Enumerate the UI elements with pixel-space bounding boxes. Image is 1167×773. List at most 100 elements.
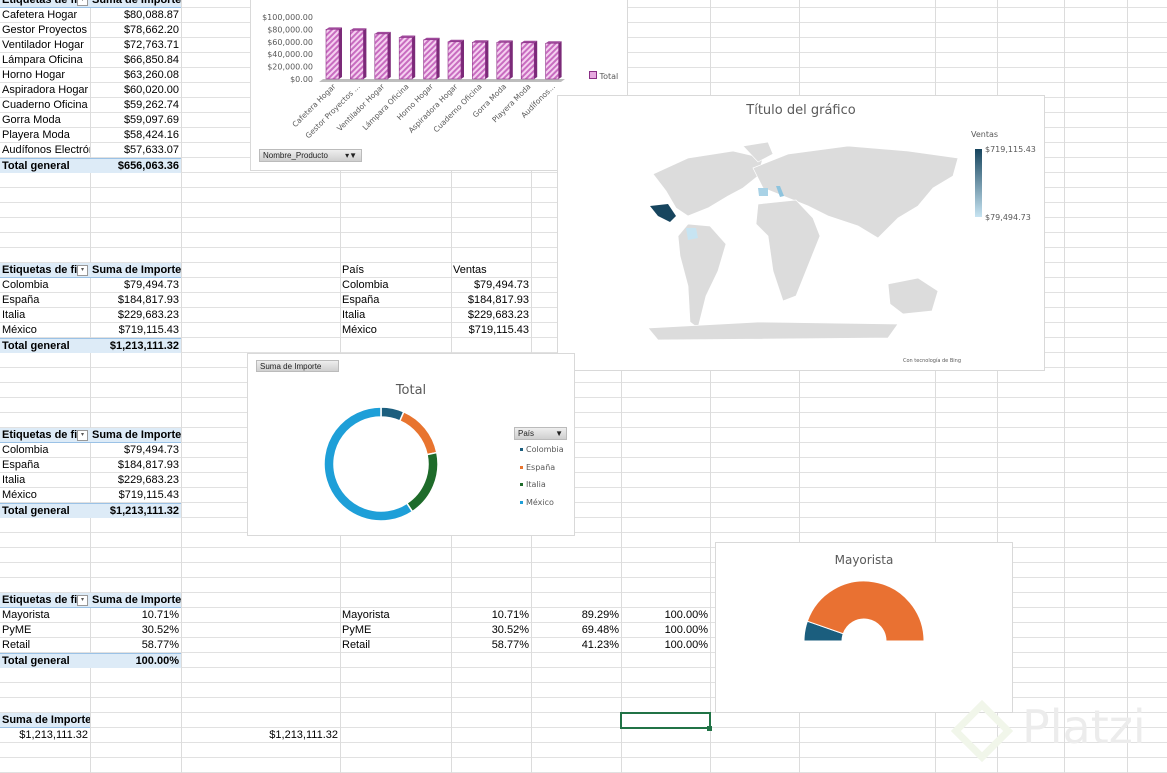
country-table-header[interactable]: Ventas xyxy=(453,264,487,276)
pivot-header-values[interactable]: Suma de Importe xyxy=(90,0,181,8)
segment-pct[interactable]: 58.77% xyxy=(491,639,529,651)
selected-cell[interactable] xyxy=(620,712,711,729)
pivot-row-value[interactable]: $719,115.43 xyxy=(118,324,179,336)
pivot-row-value[interactable]: $63,260.08 xyxy=(123,69,179,81)
pivot-row-label[interactable]: Mayorista xyxy=(2,609,50,621)
pivot-row-value[interactable]: $184,817.93 xyxy=(117,459,179,471)
country-ventas[interactable]: $229,683.23 xyxy=(467,309,529,321)
pivot-total-value[interactable]: $1,213,111.32 xyxy=(90,338,181,353)
pivot-total-label[interactable]: Total general xyxy=(0,503,90,518)
pivot-row-label[interactable]: México xyxy=(2,489,37,501)
country-table-header[interactable]: País xyxy=(342,264,365,276)
pivot-row-value[interactable]: $79,494.73 xyxy=(123,444,179,456)
pivot-header-values[interactable]: Suma de Importe xyxy=(90,428,181,443)
pivot-row-value[interactable]: $58,424.16 xyxy=(123,129,179,141)
filter-dropdown-button[interactable]: ▾ xyxy=(77,595,88,606)
pivot-total-label[interactable]: Total general xyxy=(0,653,90,668)
pivot-row-value[interactable]: $78,662.20 xyxy=(123,24,179,36)
pivot-row-label[interactable]: Colombia xyxy=(2,279,49,291)
pivot-row-value[interactable]: $72,763.71 xyxy=(123,39,179,51)
segment-total[interactable]: 100.00% xyxy=(664,609,708,621)
pivot-row-label[interactable]: Audífonos Electrór xyxy=(2,144,90,156)
segment-pct[interactable]: 10.71% xyxy=(491,609,529,621)
pivot-row-label[interactable]: Lámpara Oficina xyxy=(2,54,83,66)
fill-handle[interactable] xyxy=(707,726,712,731)
pivot-row-value[interactable]: $59,097.69 xyxy=(123,114,179,126)
segment-name[interactable]: Mayorista xyxy=(342,609,390,621)
pivot-total-label[interactable]: Total general xyxy=(0,338,90,353)
pivot-row-label[interactable]: España xyxy=(2,294,40,306)
pivot-row-label[interactable]: México xyxy=(2,324,37,336)
pivot-row-value[interactable]: $229,683.23 xyxy=(117,309,179,321)
pivot-row-value[interactable]: $719,115.43 xyxy=(118,489,179,501)
country-ventas[interactable]: $184,817.93 xyxy=(467,294,529,306)
pivot-total-value[interactable]: $656,063.36 xyxy=(90,158,181,173)
country-ventas[interactable]: $79,494.73 xyxy=(473,279,529,291)
pivot-row-label[interactable]: Cuaderno Oficina xyxy=(2,99,88,111)
suma-importe-header[interactable]: Suma de Importe xyxy=(0,713,90,728)
segment-total[interactable]: 100.00% xyxy=(664,624,708,636)
segment-complement[interactable]: 89.29% xyxy=(581,609,619,621)
segment-pct[interactable]: 30.52% xyxy=(491,624,529,636)
suma-importe-value[interactable]: $1,213,111.32 xyxy=(19,729,88,741)
suma-importe-field-button[interactable]: Suma de Importe xyxy=(256,360,339,372)
pivot-row-label[interactable]: Ventilador Hogar xyxy=(2,39,84,51)
pivot-row-value[interactable]: $80,088.87 xyxy=(123,9,179,21)
pivot-row-value[interactable]: $229,683.23 xyxy=(117,474,179,486)
pivot-total-label[interactable]: Total general xyxy=(0,158,90,173)
pivot-header-row-labels[interactable]: Etiquetas de fi xyxy=(0,0,90,8)
pivot-row-label[interactable]: Gorra Moda xyxy=(2,114,61,126)
filter-dropdown-button[interactable]: ▾ xyxy=(77,430,88,441)
pivot-row-label[interactable]: Playera Moda xyxy=(2,129,70,141)
pivot-row-label[interactable]: Italia xyxy=(2,474,26,486)
gauge-chart[interactable]: Mayorista xyxy=(715,542,1013,713)
segment-complement[interactable]: 69.48% xyxy=(581,624,619,636)
country-name[interactable]: México xyxy=(342,324,377,336)
pivot-header-values[interactable]: Suma de Importe xyxy=(90,593,181,608)
map-title: Título del gráfico xyxy=(746,103,856,118)
pais-legend-filter-button[interactable]: País ▼ xyxy=(514,427,567,440)
pivot-row-label[interactable]: Horno Hogar xyxy=(2,69,65,81)
filter-dropdown-button[interactable]: ▾ xyxy=(77,0,88,6)
pivot-row-value[interactable]: $59,262.74 xyxy=(123,99,179,111)
pivot-row-value[interactable]: $79,494.73 xyxy=(123,279,179,291)
pivot-row-label[interactable]: Retail xyxy=(2,639,31,651)
bar xyxy=(374,33,389,80)
donut-chart[interactable]: Suma de Importe Total País ▼ Colombia Esp… xyxy=(247,353,575,536)
filter-dropdown-button[interactable]: ▾ xyxy=(77,265,88,276)
pivot-row-label[interactable]: Aspiradora Hogar xyxy=(2,84,89,96)
pivot-row-label[interactable]: España xyxy=(2,459,40,471)
pivot-row-value[interactable]: 58.77% xyxy=(141,639,179,651)
segment-name[interactable]: PyME xyxy=(342,624,372,636)
pivot-row-value[interactable]: $57,633.07 xyxy=(123,144,179,156)
pivot-row-label[interactable]: Colombia xyxy=(2,444,49,456)
pivot-row-value[interactable]: 10.71% xyxy=(141,609,179,621)
bar xyxy=(472,41,486,80)
bar xyxy=(545,42,559,80)
pivot-total-value[interactable]: $1,213,111.32 xyxy=(90,503,181,518)
pivot-header-row-labels[interactable]: Etiquetas de fil xyxy=(0,263,90,278)
pivot-total-value[interactable]: 100.00% xyxy=(90,653,181,668)
pivot-header-row-labels[interactable]: Etiquetas de fil xyxy=(0,593,90,608)
suma-importe-value-copy[interactable]: $1,213,111.32 xyxy=(269,729,338,741)
segment-complement[interactable]: 41.23% xyxy=(581,639,619,651)
pivot-row-value[interactable]: 30.52% xyxy=(141,624,179,636)
pivot-row-value[interactable]: $60,020.00 xyxy=(123,84,179,96)
segment-total[interactable]: 100.00% xyxy=(664,639,708,651)
pivot-row-value[interactable]: $184,817.93 xyxy=(117,294,179,306)
nombre-producto-filter-button[interactable]: Nombre_Producto ▾▼ xyxy=(259,149,362,162)
country-name[interactable]: España xyxy=(342,294,380,306)
map-chart[interactable]: Título del gráfico Ventas $719,115.43 $7… xyxy=(557,95,1045,371)
country-ventas[interactable]: $719,115.43 xyxy=(468,324,529,336)
pivot-header-row-labels[interactable]: Etiquetas de fil xyxy=(0,428,90,443)
pivot-row-label[interactable]: Gestor Proyectos S xyxy=(2,24,90,36)
country-name[interactable]: Italia xyxy=(342,309,366,321)
pivot-row-label[interactable]: Italia xyxy=(2,309,26,321)
pivot-row-value[interactable]: $66,850.84 xyxy=(123,54,179,66)
pivot-row-label[interactable]: PyME xyxy=(2,624,32,636)
pivot-header-values[interactable]: Suma de Importe xyxy=(90,263,181,278)
gauge-title: Mayorista xyxy=(834,553,894,567)
segment-name[interactable]: Retail xyxy=(342,639,371,651)
country-name[interactable]: Colombia xyxy=(342,279,389,291)
pivot-row-label[interactable]: Cafetera Hogar xyxy=(2,9,78,21)
